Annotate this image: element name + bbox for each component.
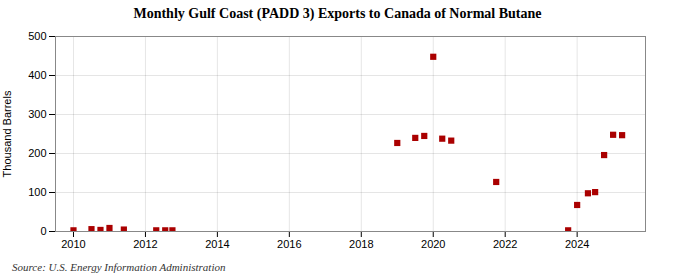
svg-text:200: 200 (28, 147, 46, 159)
svg-text:2024: 2024 (565, 238, 589, 250)
svg-text:500: 500 (28, 30, 46, 42)
svg-text:2018: 2018 (349, 238, 373, 250)
svg-text:0: 0 (40, 225, 46, 237)
svg-text:100: 100 (28, 186, 46, 198)
svg-text:2010: 2010 (61, 238, 85, 250)
svg-text:2016: 2016 (277, 238, 301, 250)
svg-text:Thousand Barrels: Thousand Barrels (1, 90, 13, 177)
svg-text:2022: 2022 (493, 238, 517, 250)
svg-text:300: 300 (28, 108, 46, 120)
svg-text:2012: 2012 (133, 238, 157, 250)
svg-text:2020: 2020 (421, 238, 445, 250)
svg-text:400: 400 (28, 69, 46, 81)
html-text:Monthly Gulf Coast (PADD 3) Ex: Monthly Gulf Coast (PADD 3) Exports to C… (133, 6, 542, 21)
svg-text:2014: 2014 (205, 238, 229, 250)
html-text:Source: U.S. Energy Informatio: Source: U.S. Energy Information Administ… (12, 261, 226, 273)
